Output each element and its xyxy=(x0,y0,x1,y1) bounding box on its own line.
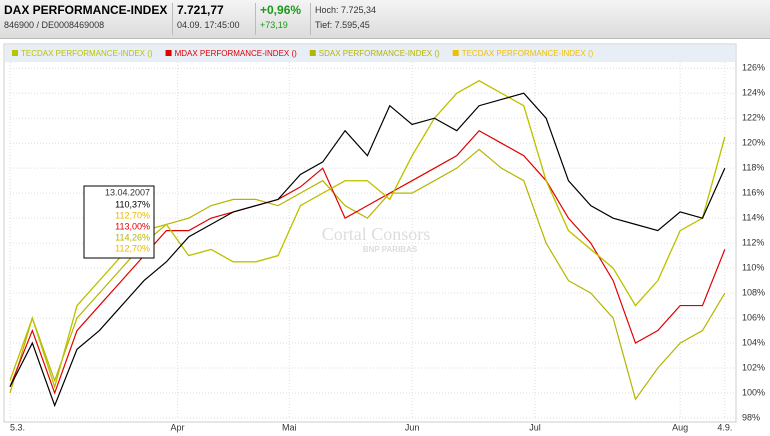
legend-bg xyxy=(5,45,735,62)
x-tick-label: Jul xyxy=(529,422,541,432)
y-tick-label: 100% xyxy=(742,387,765,397)
change-cell: +0,96% +73,19 xyxy=(256,3,311,35)
legend-swatch xyxy=(309,50,316,56)
legend-label: SDAX PERFORMANCE-INDEX () xyxy=(319,49,440,58)
index-name: DAX PERFORMANCE-INDEX xyxy=(4,3,168,17)
legend-label: MDAX PERFORMANCE-INDEX () xyxy=(175,49,298,58)
high: Hoch: 7.725,34 xyxy=(315,5,377,15)
watermark-sub: BNP PARIBAS xyxy=(363,245,418,254)
y-tick-label: 102% xyxy=(742,362,765,372)
y-tick-label: 104% xyxy=(742,337,765,347)
legend-swatch xyxy=(165,50,172,56)
legend-label: TECDAX PERFORMANCE-INDEX () xyxy=(462,49,594,58)
y-tick-label: 118% xyxy=(742,163,764,173)
tooltip-box xyxy=(83,185,155,259)
legend-label: TECDAX PERFORMANCE-INDEX () xyxy=(21,49,153,58)
y-tick-label: 108% xyxy=(742,287,765,297)
tooltip-value: 112,70% xyxy=(115,243,150,253)
y-tick-label: 116% xyxy=(742,188,764,198)
series-line xyxy=(9,148,726,401)
index-id: 846900 / DE0008469008 xyxy=(4,20,105,30)
index-cell: DAX PERFORMANCE-INDEX 846900 / DE0008469… xyxy=(0,3,173,35)
y-tick-label: 112% xyxy=(742,237,764,247)
y-tick-label: 110% xyxy=(742,262,764,272)
legend-swatch xyxy=(452,50,459,56)
x-tick-label: Mai xyxy=(282,422,297,432)
tooltip-date: 13.04.2007 xyxy=(105,187,150,197)
frame xyxy=(3,43,737,423)
y-tick-label: 122% xyxy=(742,113,765,123)
y-tick-label: 120% xyxy=(742,138,765,148)
range-cell: Hoch: 7.725,34 Tief: 7.595,45 xyxy=(311,3,405,35)
price: 7.721,77 xyxy=(177,3,224,17)
y-tick-label: 106% xyxy=(742,312,765,322)
x-tick-label: 4.9. xyxy=(717,422,732,432)
time: 04.09. 17:45:00 xyxy=(177,20,240,30)
x-tick-label: Aug xyxy=(672,422,688,432)
y-tick-label: 98% xyxy=(742,412,760,422)
base-line xyxy=(9,92,726,408)
y-tick-label: 124% xyxy=(742,88,765,98)
tooltip-value: 110,37% xyxy=(115,199,150,209)
y-tick-label: 126% xyxy=(742,63,765,73)
change-pct: +0,96% xyxy=(260,3,302,17)
tooltip-value: 114,26% xyxy=(115,232,150,242)
low: Tief: 7.595,45 xyxy=(315,20,370,30)
tooltip-value: 113,00% xyxy=(115,221,150,231)
series-line xyxy=(9,129,726,395)
y-tick-label: 114% xyxy=(742,213,764,223)
x-tick-label: Apr xyxy=(171,422,185,432)
price-cell: 7.721,77 04.09. 17:45:00 xyxy=(173,3,256,35)
header: DAX PERFORMANCE-INDEX 846900 / DE0008469… xyxy=(0,0,770,39)
watermark: Cortal Consors xyxy=(322,224,431,244)
x-tick-label: 5.3. xyxy=(10,422,25,432)
x-tick-label: Jun xyxy=(405,422,420,432)
legend-swatch xyxy=(12,50,18,56)
tooltip-value: 112,70% xyxy=(115,210,150,220)
change-abs: +73,19 xyxy=(260,20,288,30)
